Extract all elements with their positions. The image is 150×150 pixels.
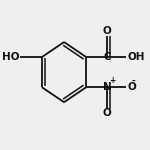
Text: HO: HO xyxy=(2,52,20,62)
Text: +: + xyxy=(109,76,116,85)
Text: N: N xyxy=(103,82,111,92)
Text: O: O xyxy=(103,26,111,36)
Text: -: - xyxy=(132,77,135,86)
Text: O: O xyxy=(127,82,136,92)
Text: O: O xyxy=(103,108,111,118)
Text: C: C xyxy=(103,52,111,62)
Text: OH: OH xyxy=(128,52,145,62)
